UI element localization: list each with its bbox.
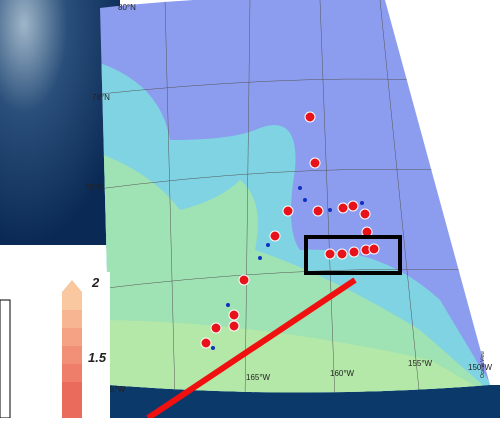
legend-panel: [0, 272, 110, 418]
lat-label: 78°N: [92, 93, 110, 102]
lon-label: 160°W: [330, 369, 355, 378]
screenshot: 80°N 78°N 76°N 5°W 165°W 160°W 155°W 150…: [0, 0, 500, 418]
legend-label: 2: [91, 275, 100, 290]
legend-label: 1.5: [88, 350, 107, 365]
lon-label: 155°W: [408, 359, 433, 368]
colorbar: [62, 280, 82, 418]
lat-label: 76°N: [85, 183, 103, 192]
lat-label: 80°N: [118, 3, 136, 12]
lon-label: 165°W: [246, 373, 271, 382]
credit: Ocean View: [480, 351, 486, 378]
lon-label: 5°W: [110, 385, 126, 394]
